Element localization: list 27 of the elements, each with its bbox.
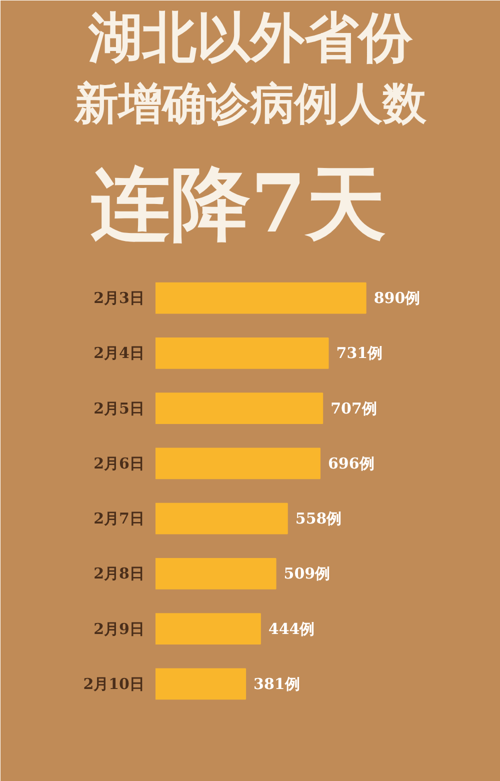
- y-tick-label: 2月4日: [94, 344, 144, 362]
- y-tick-label: 2月8日: [94, 564, 144, 583]
- bar: [156, 448, 320, 480]
- data-label: 509例: [284, 564, 330, 583]
- text: 连降7天: [90, 156, 386, 250]
- data-label: 731例: [336, 344, 383, 362]
- bar: [156, 558, 276, 590]
- y-tick-label: 2月10日: [83, 674, 144, 693]
- data-label: 444例: [268, 620, 315, 638]
- data-label: 381例: [254, 674, 300, 693]
- y-tick-label: 2月5日: [94, 399, 144, 418]
- data-label: 696例: [328, 454, 374, 472]
- bar: [156, 338, 329, 369]
- data-label: 890例: [374, 289, 420, 308]
- y-tick-label: 2月6日: [94, 454, 144, 472]
- data-label: 558例: [295, 510, 342, 528]
- data-label: 707例: [330, 399, 377, 418]
- bar: [156, 392, 324, 424]
- bar: [156, 502, 288, 534]
- chart-title: 湖北以外省份: [88, 5, 414, 69]
- bar: [156, 282, 366, 314]
- bar: [156, 668, 246, 700]
- bar: [156, 613, 261, 644]
- chart-subtitle: 新增确诊病例人数: [74, 78, 428, 130]
- y-tick-label: 2月9日: [94, 620, 144, 638]
- y-tick-label: 2月3日: [94, 289, 144, 308]
- y-tick-label: 2月7日: [94, 510, 144, 528]
